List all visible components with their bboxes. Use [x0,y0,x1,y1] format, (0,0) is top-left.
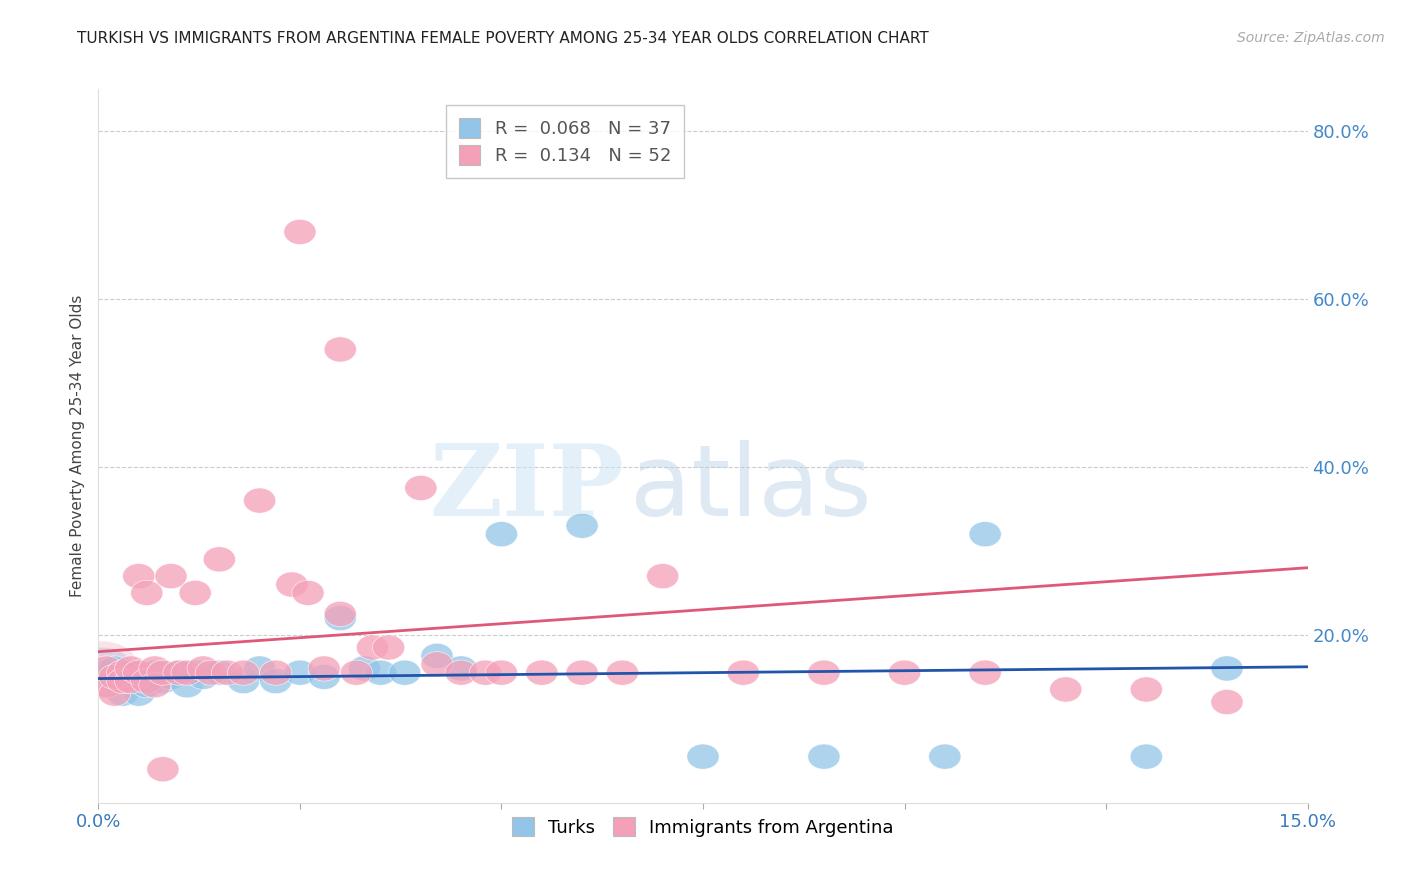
Ellipse shape [131,673,163,698]
Ellipse shape [325,601,356,626]
Ellipse shape [284,660,316,685]
Ellipse shape [647,564,679,589]
Text: Source: ZipAtlas.com: Source: ZipAtlas.com [1237,31,1385,45]
Ellipse shape [1211,656,1243,681]
Ellipse shape [260,660,292,685]
Ellipse shape [1130,744,1163,769]
Ellipse shape [526,660,558,685]
Ellipse shape [808,744,839,769]
Ellipse shape [929,744,960,769]
Ellipse shape [228,660,260,685]
Ellipse shape [195,660,228,685]
Ellipse shape [98,665,131,690]
Ellipse shape [107,681,139,706]
Ellipse shape [114,668,146,694]
Ellipse shape [567,660,598,685]
Ellipse shape [211,660,243,685]
Ellipse shape [325,606,356,631]
Ellipse shape [122,660,155,685]
Ellipse shape [179,660,211,685]
Ellipse shape [1130,677,1163,702]
Ellipse shape [107,665,139,690]
Ellipse shape [308,656,340,681]
Ellipse shape [446,656,477,681]
Ellipse shape [349,656,381,681]
Ellipse shape [485,522,517,547]
Ellipse shape [139,660,172,685]
Ellipse shape [727,660,759,685]
Ellipse shape [107,668,139,694]
Ellipse shape [420,643,453,668]
Ellipse shape [388,660,420,685]
Ellipse shape [485,660,517,685]
Text: ZIP: ZIP [429,441,624,537]
Ellipse shape [808,660,839,685]
Ellipse shape [90,660,122,685]
Ellipse shape [325,337,356,362]
Ellipse shape [98,668,131,694]
Ellipse shape [204,547,235,572]
Ellipse shape [107,660,139,685]
Ellipse shape [405,475,437,500]
Ellipse shape [90,656,122,681]
Ellipse shape [172,673,204,698]
Ellipse shape [114,656,146,681]
Legend: Turks, Immigrants from Argentina: Turks, Immigrants from Argentina [505,809,901,844]
Ellipse shape [364,660,396,685]
Ellipse shape [420,652,453,677]
Text: TURKISH VS IMMIGRANTS FROM ARGENTINA FEMALE POVERTY AMONG 25-34 YEAR OLDS CORREL: TURKISH VS IMMIGRANTS FROM ARGENTINA FEM… [77,31,929,46]
Ellipse shape [228,668,260,694]
Ellipse shape [139,656,172,681]
Ellipse shape [187,656,219,681]
Ellipse shape [260,668,292,694]
Ellipse shape [90,673,122,698]
Ellipse shape [969,522,1001,547]
Ellipse shape [446,660,477,685]
Ellipse shape [969,660,1001,685]
Ellipse shape [146,668,179,694]
Ellipse shape [122,665,155,690]
Ellipse shape [308,665,340,690]
Ellipse shape [155,564,187,589]
Ellipse shape [243,488,276,513]
Ellipse shape [187,665,219,690]
Ellipse shape [70,648,135,698]
Ellipse shape [98,656,131,681]
Ellipse shape [292,581,325,606]
Ellipse shape [172,660,204,685]
Ellipse shape [122,564,155,589]
Ellipse shape [155,665,187,690]
Ellipse shape [889,660,921,685]
Ellipse shape [567,513,598,539]
Ellipse shape [146,660,179,685]
Ellipse shape [163,660,195,685]
Ellipse shape [163,660,195,685]
Ellipse shape [114,668,146,694]
Ellipse shape [243,656,276,681]
Ellipse shape [131,581,163,606]
Ellipse shape [179,581,211,606]
Ellipse shape [1211,690,1243,714]
Ellipse shape [340,660,373,685]
Ellipse shape [139,673,172,698]
Ellipse shape [122,681,155,706]
Ellipse shape [284,219,316,244]
Y-axis label: Female Poverty Among 25-34 Year Olds: Female Poverty Among 25-34 Year Olds [69,295,84,597]
Ellipse shape [276,572,308,597]
Ellipse shape [98,681,131,706]
Ellipse shape [114,660,146,685]
Ellipse shape [146,756,179,781]
Ellipse shape [356,635,388,660]
Text: atlas: atlas [630,441,872,537]
Ellipse shape [688,744,718,769]
Ellipse shape [1050,677,1081,702]
Ellipse shape [66,641,139,696]
Ellipse shape [470,660,502,685]
Ellipse shape [204,660,235,685]
Ellipse shape [606,660,638,685]
Ellipse shape [373,635,405,660]
Ellipse shape [131,668,163,694]
